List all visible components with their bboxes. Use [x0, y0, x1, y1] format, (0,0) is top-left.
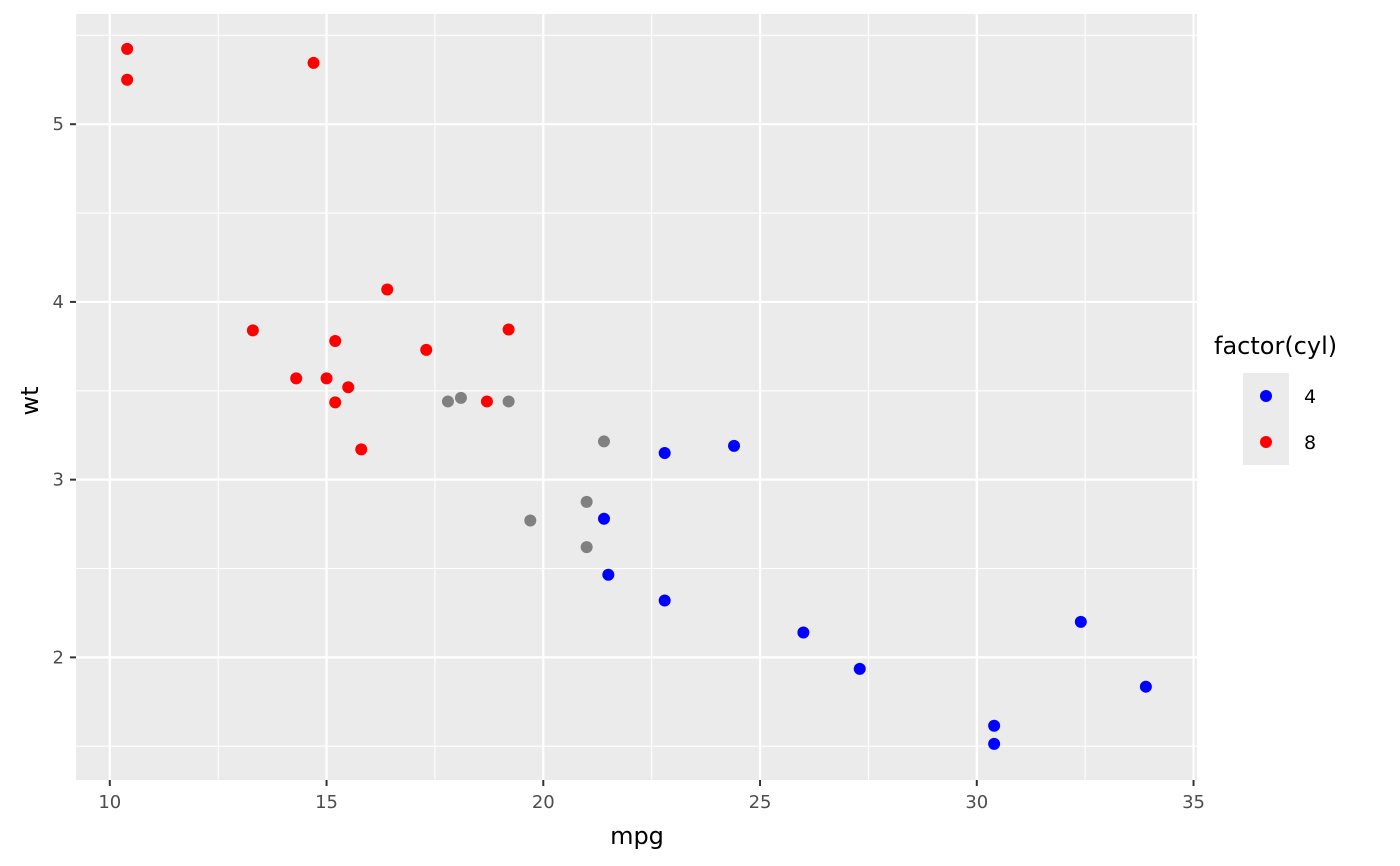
y-tick-label: 2	[53, 647, 64, 668]
cyl-8-point	[420, 343, 433, 356]
x-tick-label: 15	[315, 792, 338, 813]
y-tick-label: 5	[53, 114, 64, 135]
x-tick-label: 20	[532, 792, 555, 813]
minor-gridlines	[76, 14, 1197, 780]
x-axis-ticks: 10 15 20 25 30 35	[98, 792, 1205, 813]
x-tick-label: 10	[98, 792, 121, 813]
panel-background	[76, 14, 1197, 780]
cyl-6-point	[524, 514, 537, 527]
cyl-4-point	[1139, 680, 1152, 693]
x-tick-label: 25	[749, 792, 772, 813]
cyl-4-point	[797, 626, 810, 639]
cyl-8-point	[320, 372, 333, 385]
cyl-4-point	[988, 737, 1001, 750]
cyl-4-point	[1074, 615, 1087, 628]
cyl-8-point	[342, 381, 355, 394]
cyl-8-point	[329, 335, 342, 348]
cyl-6-point	[454, 391, 467, 404]
cyl-4-point	[602, 568, 615, 581]
cyl-6-point	[580, 541, 593, 554]
cyl-8-point	[290, 372, 303, 385]
x-tick-label: 30	[965, 792, 988, 813]
cyl-4-point	[658, 446, 671, 459]
cyl-6-point	[441, 395, 454, 408]
cyl-4-point	[988, 719, 1001, 732]
legend-key-8	[1260, 436, 1272, 448]
legend-key-4	[1260, 390, 1272, 402]
x-axis-title: mpg	[610, 822, 664, 850]
legend-title: factor(cyl)	[1214, 332, 1337, 360]
cyl-4-point	[728, 439, 741, 452]
major-gridlines	[76, 14, 1197, 780]
y-tick-label: 3	[53, 470, 64, 491]
cyl-4-point	[853, 662, 866, 675]
x-tick-label: 35	[1182, 792, 1205, 813]
cyl-6-point	[597, 435, 610, 448]
cyl-8-point	[121, 73, 134, 86]
legend-label-4: 4	[1304, 386, 1316, 408]
cyl-6-point	[580, 495, 593, 508]
legend-label-8: 8	[1304, 432, 1316, 454]
y-tick-label: 4	[53, 292, 64, 313]
legend: factor(cyl) 4 8	[1214, 332, 1337, 465]
y-axis-title: wt	[16, 386, 44, 415]
cyl-4-point	[658, 594, 671, 607]
cyl-8-point	[502, 323, 515, 336]
axes	[70, 123, 1195, 786]
cyl-4-point	[597, 512, 610, 525]
y-axis-ticks: 2 3 4 5	[53, 114, 64, 668]
data-points	[121, 42, 1152, 750]
cyl-8-point	[355, 443, 368, 456]
cyl-6-point	[502, 395, 515, 408]
cyl-8-point	[329, 396, 342, 409]
legend-key-background	[1243, 373, 1289, 465]
cyl-8-point	[121, 42, 134, 55]
cyl-8-point	[480, 395, 493, 408]
cyl-8-point	[381, 283, 394, 296]
cyl-8-point	[307, 56, 320, 69]
cyl-8-point	[246, 324, 259, 337]
